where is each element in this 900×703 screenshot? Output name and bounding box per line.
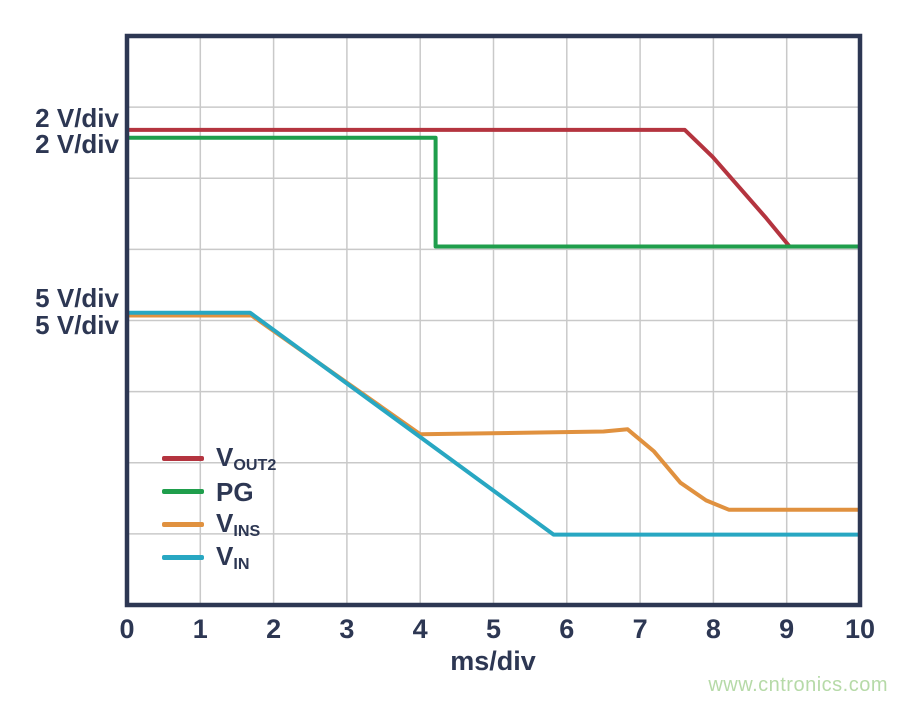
x-tick-label: 8 xyxy=(705,614,721,644)
x-tick-label: 2 xyxy=(266,614,282,644)
legend-label-v_out2: VOUT2 xyxy=(216,441,277,475)
legend-label-v_in: VIN xyxy=(216,540,250,574)
plot-border xyxy=(124,33,863,608)
x-tick-label: 7 xyxy=(632,614,648,644)
legend-item-v_in: VIN xyxy=(162,541,276,574)
x-tick-label: 3 xyxy=(339,614,355,644)
x-tick-label: 10 xyxy=(844,614,876,644)
channel-scale-label: 5 V/div xyxy=(35,310,119,340)
legend-swatch-v_out2 xyxy=(162,456,204,461)
x-tick-label: 1 xyxy=(192,614,208,644)
watermark: www.cntronics.com xyxy=(708,674,888,696)
legend-label-pg: PG xyxy=(216,476,254,507)
trace-V_IN xyxy=(127,310,860,537)
legend-label-v_ins: VINS xyxy=(216,507,261,541)
legend-swatch-v_ins xyxy=(162,522,204,527)
channel-scale-label: 5 V/div xyxy=(35,283,119,313)
legend-item-v_ins: VINS xyxy=(162,508,276,541)
legend-item-pg: PG xyxy=(162,475,276,508)
x-tick-label: 4 xyxy=(412,614,428,644)
trace-PG xyxy=(127,135,860,249)
legend-swatch-v_in xyxy=(162,555,204,560)
x-tick-label: 9 xyxy=(779,614,795,644)
x-tick-label: 5 xyxy=(485,614,502,644)
legend: VOUT2 PG VINS VIN xyxy=(162,442,276,574)
legend-swatch-pg xyxy=(162,489,204,494)
x-tick-label: 0 xyxy=(119,614,135,644)
legend-item-v_out2: VOUT2 xyxy=(162,442,276,475)
channel-scale-label: 2 V/div xyxy=(35,103,119,133)
x-tick-label: 6 xyxy=(559,614,575,644)
channel-scale-label: 2 V/div xyxy=(35,129,119,159)
x-axis-label: ms/div xyxy=(450,646,536,676)
